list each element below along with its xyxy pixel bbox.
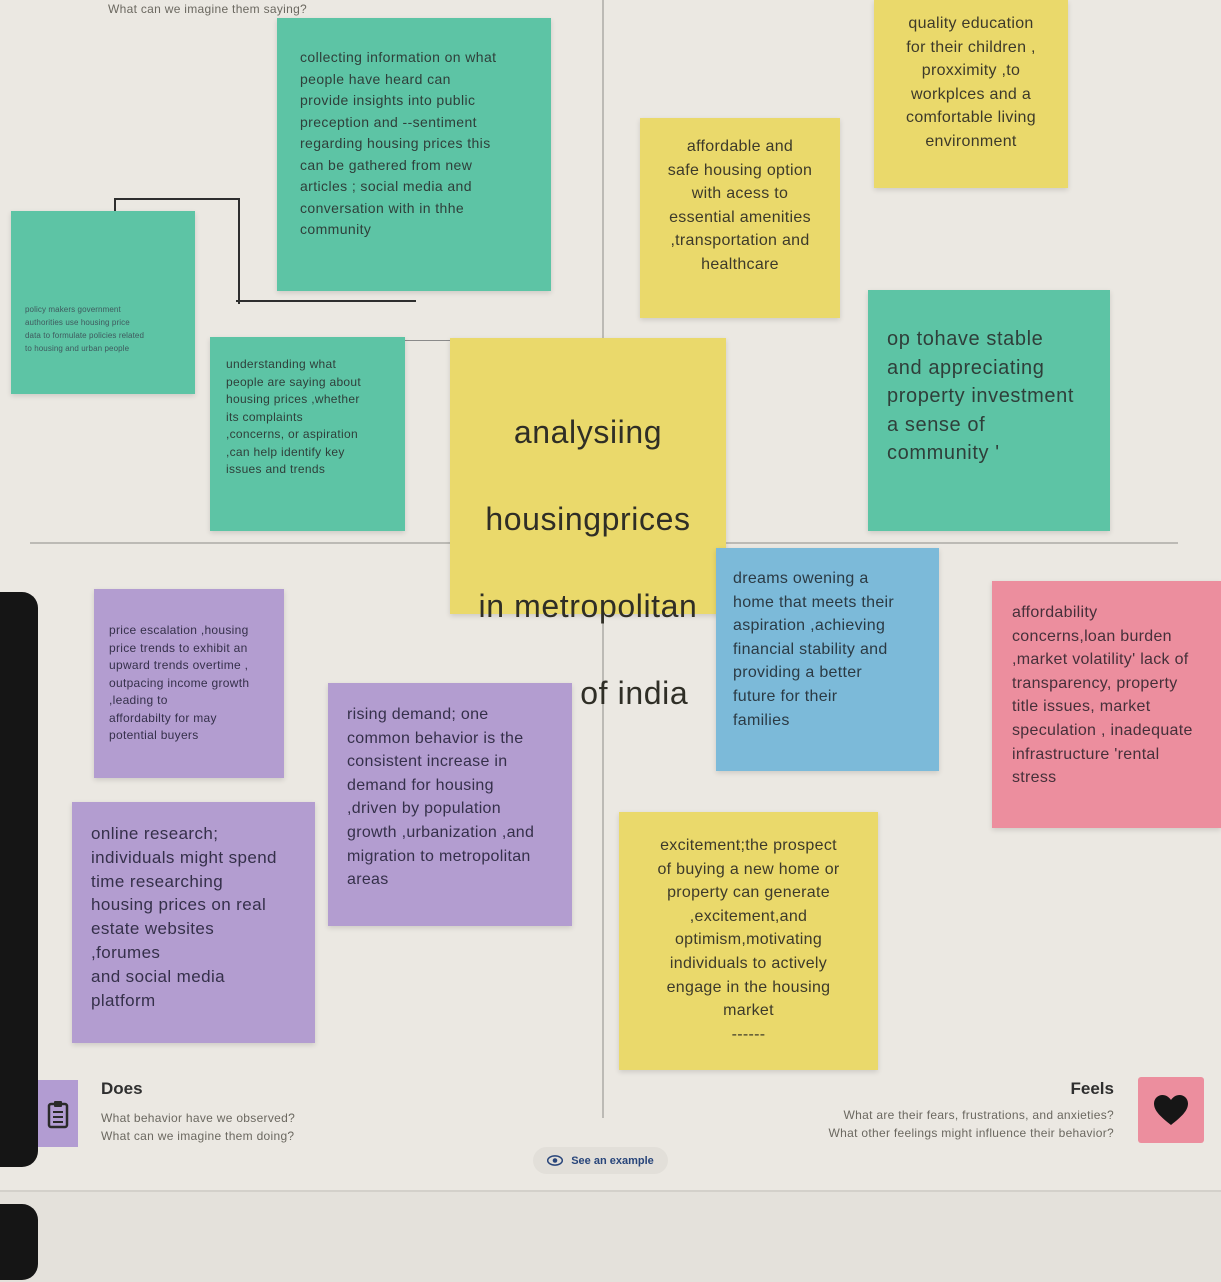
empathy-map-board: What can we imagine them saying? collect…: [11, 0, 1221, 1174]
sticky-note-price-escalation[interactable]: price escalation ,housing price trends t…: [94, 589, 284, 778]
sticky-note-stable-investment[interactable]: op tohave stable and appreciating proper…: [868, 290, 1110, 531]
see-example-button[interactable]: See an example: [533, 1147, 668, 1174]
does-section-help: What behavior have we observed? What can…: [101, 1110, 295, 1145]
sticky-note-understanding[interactable]: understanding what people are saying abo…: [210, 337, 405, 531]
does-help-line: What can we imagine them doing?: [101, 1128, 295, 1143]
side-panel-edge: [0, 1204, 38, 1280]
footer-strip: [0, 1190, 1221, 1282]
connector-line: [236, 300, 416, 302]
central-topic-line: housingprices: [485, 500, 691, 537]
heart-icon: [1138, 1077, 1204, 1143]
sticky-note-quality-education[interactable]: quality education for their children , p…: [874, 0, 1068, 188]
see-example-label: See an example: [571, 1154, 654, 1167]
feels-help-line: What are their fears, frustrations, and …: [843, 1108, 1114, 1122]
feels-section-help: What are their fears, frustrations, and …: [829, 1107, 1114, 1142]
central-topic-line: in metropolitan: [478, 587, 698, 624]
sticky-note-excitement[interactable]: excitement;the prospect of buying a new …: [619, 812, 878, 1070]
sticky-note-policy-makers[interactable]: policy makers government authorities use…: [11, 211, 195, 394]
sticky-note-rising-demand[interactable]: rising demand; one common behavior is th…: [328, 683, 572, 926]
eye-icon: [547, 1155, 564, 1166]
clipboard-icon: [38, 1080, 78, 1147]
sticky-note-online-research[interactable]: online research; individuals might spend…: [72, 802, 315, 1043]
sticky-note-affordability-concerns[interactable]: affordability concerns,loan burden ,mark…: [992, 581, 1221, 828]
connector-line: [405, 340, 451, 353]
does-section-title: Does: [101, 1079, 143, 1098]
sticky-note-affordable-safe[interactable]: affordable and safe housing option with …: [640, 118, 840, 318]
sticky-note-dreams[interactable]: dreams owening a home that meets their a…: [716, 548, 939, 771]
does-help-line: What behavior have we observed?: [101, 1111, 296, 1125]
sticky-note-collecting-info[interactable]: collecting information on what people ha…: [277, 18, 551, 291]
side-panel-edge: [0, 592, 38, 1167]
says-hint: What can we imagine them saying?: [108, 2, 308, 16]
feels-section-title: Feels: [1070, 1079, 1114, 1098]
central-topic-note[interactable]: analysiing housingprices in metropolitan…: [450, 338, 726, 711]
central-topic-line: analysiing: [513, 413, 663, 450]
feels-help-line: What other feelings might influence thei…: [828, 1125, 1114, 1140]
